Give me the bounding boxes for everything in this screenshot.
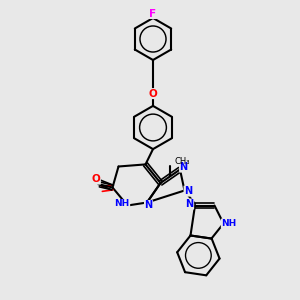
Text: CH₃: CH₃: [175, 157, 190, 166]
Text: NH: NH: [221, 219, 236, 228]
Text: N: N: [179, 162, 188, 172]
Text: O: O: [92, 174, 100, 184]
Text: N: N: [185, 199, 194, 209]
Text: N: N: [184, 186, 192, 196]
Text: F: F: [149, 8, 157, 19]
Text: O: O: [148, 88, 158, 99]
Text: N: N: [144, 200, 153, 211]
Text: NH: NH: [115, 200, 130, 208]
